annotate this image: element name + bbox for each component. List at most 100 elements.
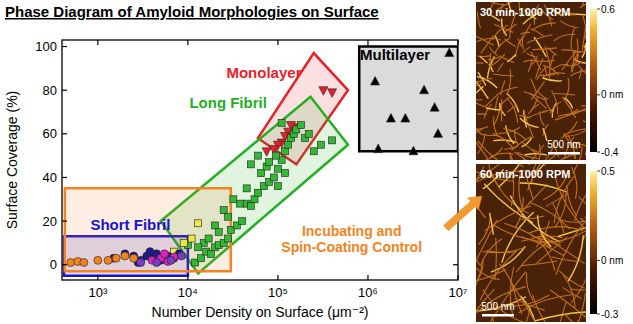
afm-fibril <box>483 248 525 253</box>
afm-fibril <box>556 223 583 274</box>
data-point <box>434 129 443 138</box>
colorbar <box>590 171 597 314</box>
afm-fibril <box>493 134 512 148</box>
afm-fibril <box>562 52 575 69</box>
y-tick <box>62 220 67 221</box>
data-point <box>198 255 205 262</box>
data-point <box>254 189 261 196</box>
afm-fibril <box>571 287 586 290</box>
afm-fibril <box>545 68 547 76</box>
afm-fibril <box>575 173 586 220</box>
data-point <box>371 76 380 85</box>
afm-fibril <box>580 2 586 7</box>
y-tick <box>62 264 67 265</box>
x-tick <box>277 275 278 280</box>
afm-fibril <box>540 111 544 125</box>
afm-fibril <box>496 37 499 46</box>
colorbar-tick <box>597 94 600 95</box>
y-axis-label: Surface Coverage (%) <box>4 91 20 230</box>
afm-fibril <box>515 299 544 311</box>
afm-fibril <box>491 153 513 156</box>
afm-fibril <box>520 116 530 118</box>
afm-fibril <box>552 91 558 114</box>
data-point <box>230 196 237 203</box>
afm-fibril <box>485 184 533 222</box>
afm-fibril <box>555 109 578 120</box>
afm-fibril <box>521 296 538 322</box>
data-point <box>80 259 88 267</box>
region-label: Multilayer <box>360 46 430 63</box>
afm-fibril <box>582 101 586 106</box>
afm-fibril <box>585 141 586 155</box>
y-tick <box>453 90 458 91</box>
afm-fibril <box>512 137 531 150</box>
y-tick-label: 0 <box>50 257 57 272</box>
afm-fibril <box>504 128 526 139</box>
afm-fibril <box>567 185 576 215</box>
afm-fibril <box>476 87 483 96</box>
image-title: 30 min-1000 RPM <box>480 6 570 18</box>
afm-fibril <box>495 24 513 32</box>
y-tick <box>62 177 67 178</box>
y-tick-label: 80 <box>43 83 57 98</box>
y-tick-label: 40 <box>43 170 57 185</box>
afm-fibril <box>563 275 575 307</box>
data-point <box>130 254 138 262</box>
y-tick <box>453 177 458 178</box>
series <box>371 48 454 155</box>
afm-fibril <box>520 118 538 127</box>
afm-fibril <box>537 91 548 99</box>
afm-fibril <box>508 55 516 62</box>
data-point <box>282 148 289 155</box>
data-point <box>94 256 102 264</box>
x-tick <box>187 275 188 280</box>
afm-fibril <box>567 62 581 66</box>
series <box>110 248 183 267</box>
afm-fibril <box>515 152 532 160</box>
data-point <box>205 235 212 242</box>
afm-fibril <box>523 47 530 52</box>
afm-fibril <box>543 78 562 81</box>
afm-fibril <box>527 53 535 56</box>
data-point <box>258 170 265 177</box>
data-point <box>153 259 161 267</box>
afm-fibril <box>571 28 574 49</box>
afm-fibril <box>512 283 541 322</box>
y-tick <box>62 133 67 134</box>
data-point <box>247 161 254 168</box>
afm-fibril <box>572 167 577 198</box>
afm-fibril <box>585 29 586 46</box>
pointer-arrow <box>444 196 482 231</box>
afm-panel <box>452 0 620 178</box>
data-point <box>137 259 145 267</box>
data-point <box>243 185 250 192</box>
afm-fibril <box>585 217 586 230</box>
data-point <box>67 259 75 267</box>
data-point <box>239 218 246 225</box>
afm-fibril <box>478 134 485 153</box>
afm-fibril <box>530 93 546 108</box>
afm-fibril <box>565 78 569 98</box>
data-point <box>254 152 261 159</box>
data-point <box>262 148 271 157</box>
afm-fibril <box>538 216 551 247</box>
region-box <box>65 188 231 271</box>
afm-fibril <box>572 52 579 68</box>
afm-fibril <box>531 98 538 111</box>
afm-fibril <box>478 73 485 85</box>
data-point <box>270 174 277 181</box>
data-point <box>386 114 395 123</box>
data-point <box>220 207 227 214</box>
colorbar-label: 0.5 <box>601 166 615 177</box>
series <box>137 252 186 267</box>
afm-fibril <box>522 142 536 153</box>
afm-fibril <box>476 84 481 87</box>
afm-fibril <box>561 21 578 28</box>
afm-fibril <box>572 249 586 302</box>
afm-fibril <box>529 104 539 113</box>
x-tick <box>97 275 98 280</box>
afm-fibril <box>508 106 517 112</box>
data-point <box>329 137 336 144</box>
y-tick <box>453 264 458 265</box>
afm-fibril <box>481 164 523 167</box>
